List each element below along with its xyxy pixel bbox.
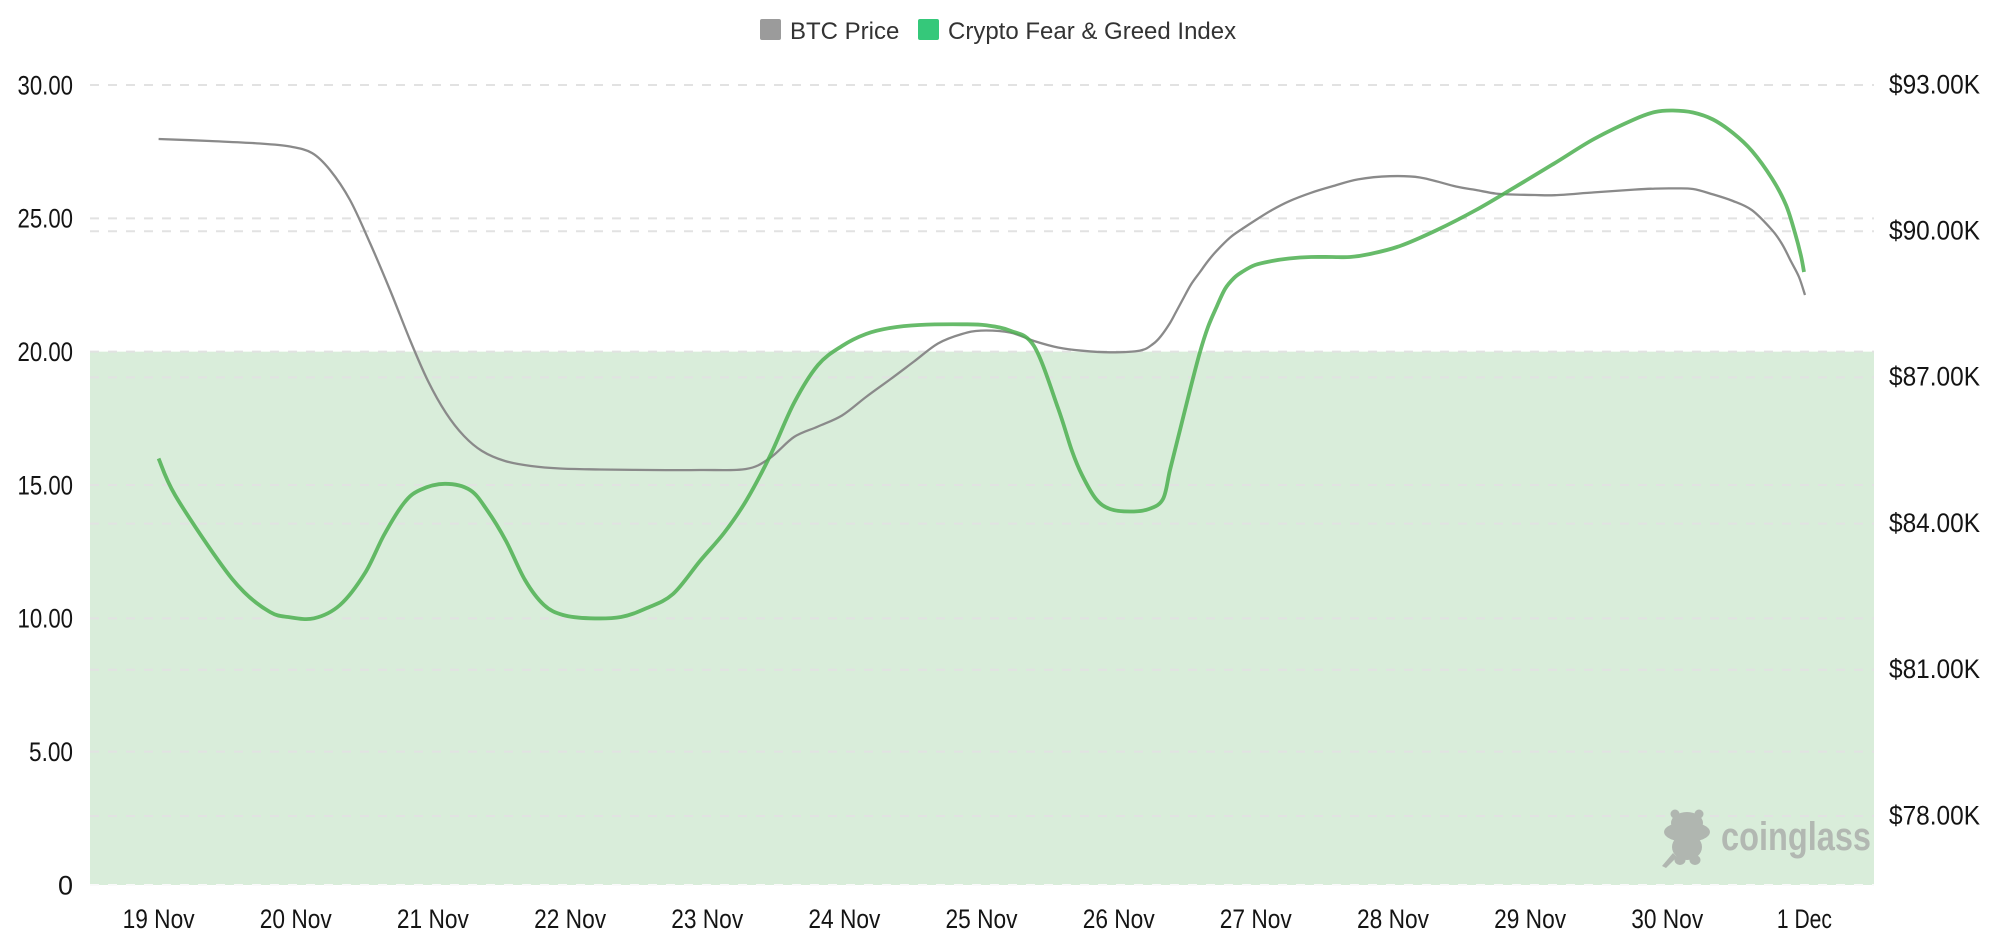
svg-text:$81.00K: $81.00K	[1889, 654, 1980, 684]
svg-text:23 Nov: 23 Nov	[671, 904, 743, 934]
svg-text:25.00: 25.00	[18, 204, 74, 234]
svg-text:20.00: 20.00	[18, 337, 74, 367]
svg-text:21 Nov: 21 Nov	[397, 904, 469, 934]
svg-text:24 Nov: 24 Nov	[808, 904, 880, 934]
svg-text:27 Nov: 27 Nov	[1220, 904, 1292, 934]
svg-text:5.00: 5.00	[29, 737, 73, 767]
svg-text:20 Nov: 20 Nov	[260, 904, 332, 934]
svg-text:$93.00K: $93.00K	[1889, 69, 1980, 99]
svg-text:22 Nov: 22 Nov	[534, 904, 606, 934]
svg-text:Crypto Fear & Greed Index: Crypto Fear & Greed Index	[948, 18, 1236, 45]
svg-text:coinglass: coinglass	[1721, 815, 1871, 859]
svg-text:26 Nov: 26 Nov	[1083, 904, 1155, 934]
svg-text:30.00: 30.00	[18, 70, 74, 100]
svg-text:28 Nov: 28 Nov	[1357, 904, 1429, 934]
svg-text:29 Nov: 29 Nov	[1494, 904, 1566, 934]
svg-text:30 Nov: 30 Nov	[1631, 904, 1703, 934]
svg-text:$84.00K: $84.00K	[1889, 508, 1980, 538]
svg-text:1 Dec: 1 Dec	[1777, 904, 1832, 934]
svg-text:$90.00K: $90.00K	[1889, 216, 1980, 246]
svg-text:$78.00K: $78.00K	[1889, 800, 1980, 830]
svg-text:19 Nov: 19 Nov	[123, 904, 195, 934]
svg-text:10.00: 10.00	[18, 604, 74, 634]
svg-text:BTC Price: BTC Price	[790, 18, 899, 45]
svg-text:25 Nov: 25 Nov	[946, 904, 1018, 934]
svg-text:15.00: 15.00	[18, 470, 74, 500]
svg-text:0: 0	[58, 870, 73, 900]
svg-text:$87.00K: $87.00K	[1889, 362, 1980, 392]
